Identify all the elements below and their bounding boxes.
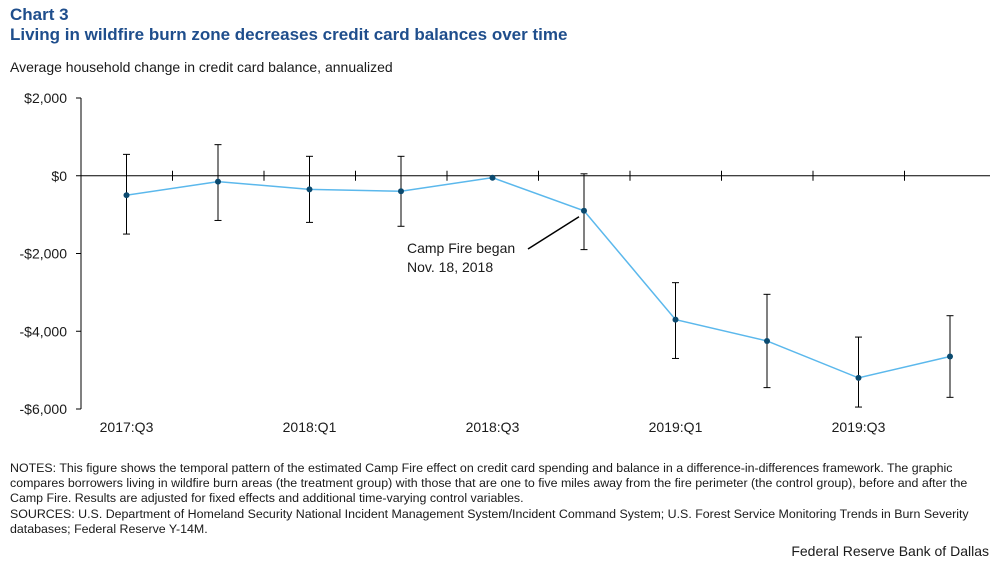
data-point	[947, 353, 953, 360]
data-point	[306, 186, 313, 193]
x-tick-label: 2019:Q1	[649, 419, 703, 435]
annotation-text-line1: Camp Fire began	[407, 240, 515, 256]
y-tick-label: -$2,000	[20, 246, 68, 262]
data-point	[215, 178, 221, 185]
y-tick-label: $2,000	[24, 90, 67, 106]
annotation-leader-line	[527, 216, 580, 250]
x-tick-label: 2018:Q3	[466, 419, 520, 435]
notes-block: NOTES: This figure shows the temporal pa…	[10, 461, 988, 537]
data-point	[672, 316, 679, 323]
data-point	[123, 192, 130, 199]
data-point	[764, 337, 770, 344]
data-point	[855, 374, 862, 381]
annotation-text-line2: Nov. 18, 2018	[407, 259, 493, 275]
y-tick-label: -$4,000	[20, 323, 68, 339]
credit-line: Federal Reserve Bank of Dallas	[791, 543, 989, 559]
series-line	[126, 176, 951, 379]
data-point	[581, 207, 587, 214]
chart-subtitle: Average household change in credit card …	[10, 59, 393, 75]
chart-title: Living in wildfire burn zone decreases c…	[10, 25, 568, 44]
y-tick-label: $0	[51, 168, 67, 184]
sources-text: SOURCES: U.S. Department of Homeland Sec…	[10, 506, 969, 536]
x-tick-label: 2019:Q3	[832, 419, 886, 435]
data-point	[398, 188, 404, 195]
chart-number: Chart 3	[10, 5, 69, 24]
data-point	[489, 174, 496, 181]
x-tick-label: 2018:Q1	[283, 419, 337, 435]
x-tick-label: 2017:Q3	[100, 419, 154, 435]
y-tick-label: -$6,000	[20, 401, 68, 417]
line-chart: $2,000 $0 -$2,000 -$4,000 -$6,000 2017:Q3 2018…	[20, 90, 990, 435]
notes-text: NOTES: This figure shows the temporal pa…	[10, 461, 968, 506]
